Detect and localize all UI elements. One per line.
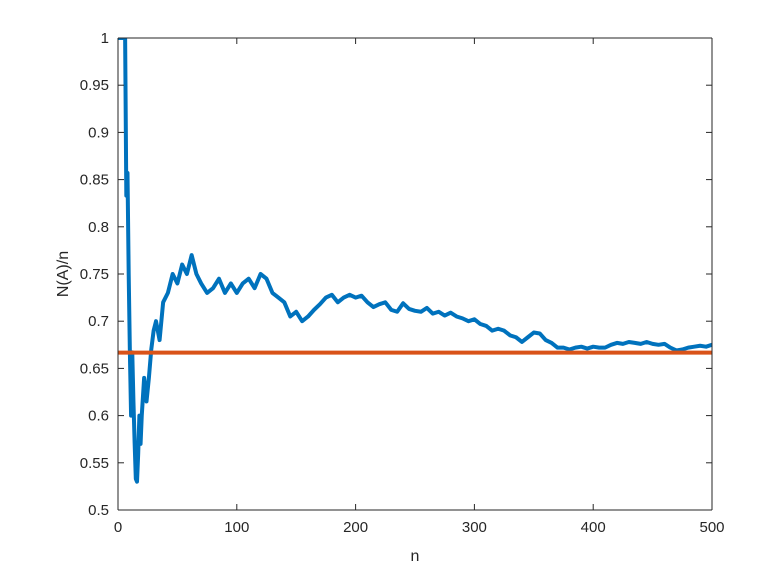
y-tick-label: 0.7	[88, 313, 109, 330]
y-tick-label: 0.8	[88, 219, 109, 236]
y-axis-label: N(A)/n	[55, 251, 72, 297]
plot-area	[118, 38, 712, 510]
x-tick-label: 500	[699, 519, 724, 536]
y-tick-label: 0.9	[88, 124, 109, 141]
x-tick-label: 200	[343, 519, 368, 536]
y-tick-label: 0.55	[80, 455, 109, 472]
series-line-frequency	[118, 38, 712, 484]
y-tick-label: 0.65	[80, 360, 109, 377]
x-tick-label: 300	[462, 519, 487, 536]
y-tick-label: 1	[101, 30, 109, 47]
y-tick-label: 0.85	[80, 172, 109, 189]
x-axis-label: n	[411, 548, 420, 565]
y-tick-label: 0.5	[88, 502, 109, 519]
x-tick-label: 400	[581, 519, 606, 536]
y-tick-label: 0.6	[88, 408, 109, 425]
x-tick-label: 100	[224, 519, 249, 536]
x-tick-label: 0	[114, 519, 122, 536]
y-tick-label: 0.75	[80, 266, 109, 283]
y-tick-label: 0.95	[80, 77, 109, 94]
